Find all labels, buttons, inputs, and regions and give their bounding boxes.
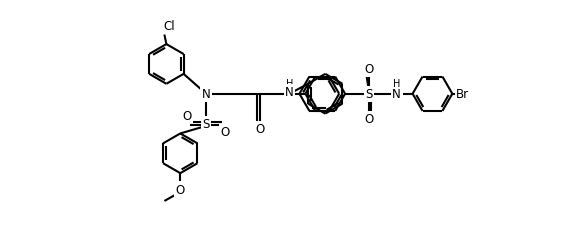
Text: O: O: [255, 122, 265, 136]
Text: O: O: [364, 63, 373, 76]
Text: N: N: [393, 88, 401, 101]
Text: S: S: [365, 88, 373, 101]
Text: N: N: [201, 88, 211, 101]
Text: O: O: [364, 112, 373, 126]
Text: H: H: [393, 78, 401, 88]
Text: O: O: [182, 110, 192, 122]
Text: Cl: Cl: [163, 20, 175, 33]
Text: N: N: [285, 86, 294, 99]
Text: O: O: [175, 183, 185, 196]
Text: O: O: [221, 126, 230, 138]
Text: Br: Br: [456, 88, 470, 101]
Text: S: S: [203, 118, 210, 130]
Text: H: H: [286, 78, 293, 88]
